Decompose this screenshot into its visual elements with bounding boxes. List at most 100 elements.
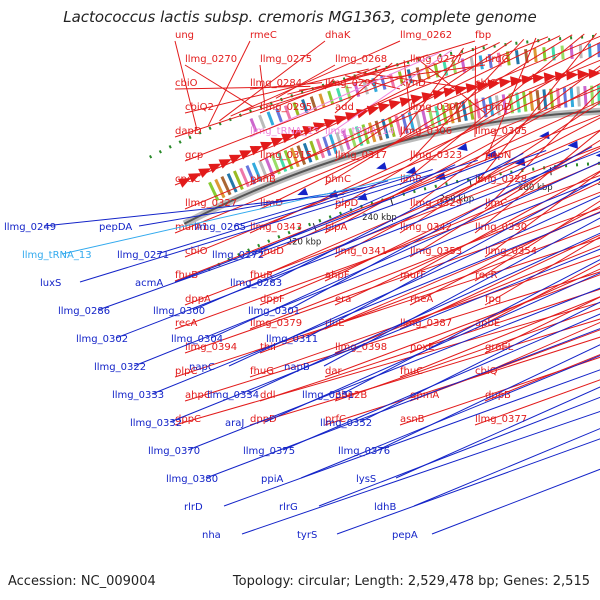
forward-label-leader [324,34,573,186]
feature-band-segment [421,108,429,130]
forward-gene-label: cbiO [185,246,208,257]
forward-gene-arrow [388,99,402,110]
forward-label-leader [184,87,600,258]
forward-label-leader [474,32,597,186]
outer-band-segment [249,118,258,133]
outer-band-segment [533,48,538,63]
reverse-label-leader [133,178,600,367]
forward-gene-label: ung [175,30,194,41]
reverse-gene-label: llmg_0249 [4,222,56,233]
outer-band-segment [505,51,511,66]
forward-gene-label: llmg_0353 [410,246,462,257]
forward-gene-arrow [260,141,274,152]
forward-label-leader [174,59,600,234]
feature-band-segment [341,130,351,151]
reverse-gene-label: llmg_0286 [58,306,110,317]
forward-gene-label: llmg_0342 [400,222,452,233]
forward-label-leader [249,69,600,234]
feature-band-segment [309,140,319,161]
forward-gene-label: cpdC [175,174,200,185]
reverse-label-leader [151,211,600,395]
reverse-label-leader [97,150,547,311]
reverse-label-leader [192,147,570,311]
feature-band-segment [348,128,358,149]
feature-band-segment [220,175,232,196]
reverse-gene-label: llmg_0300 [153,306,205,317]
reverse-label-leader [174,156,501,283]
feature-band-segment [368,122,377,143]
reverse-gene-label: llmg_0301 [248,306,300,317]
forward-gene-label: llmg_0317 [335,150,387,161]
forward-label-leader [184,145,600,306]
forward-gene-arrow [239,150,253,160]
forward-gene-label: llmg_0290 [325,78,377,89]
reverse-label-leader [228,195,600,367]
forward-gene-arrow [377,102,391,113]
forward-gene-label: llmg_tRNA_14 [325,126,395,137]
forward-gene-label: llmg_0398 [335,342,387,353]
forward-gene-label: prfC [325,414,346,425]
reverse-gene-label: araJ [225,418,244,429]
outer-band-segment [301,99,309,114]
genome-summary: Topology: circular; Length: 2,529,478 bp… [232,574,590,589]
reverse-label-leader [336,438,600,535]
reverse-gene-label: llmg_0265 [194,222,246,233]
reverse-gene-label: llmg_0375 [243,446,295,457]
forward-label-leader [474,200,600,282]
forward-gene-label: llmg_0277 [410,54,462,65]
forward-gene-arrow [270,137,284,148]
forward-gene-label: llmg_0377 [475,414,527,425]
forward-label-leader [259,288,600,402]
forward-gene-arrow [366,105,380,116]
reverse-gene-arrow [376,162,387,170]
forward-label-leader [484,37,537,162]
forward-label-leader [259,100,600,258]
forward-gene-arrow [577,69,590,80]
forward-label-leader [409,65,600,210]
outer-band-segment [587,43,592,58]
outer-band-segment [283,105,292,120]
forward-gene-label: xynD [400,78,426,89]
forward-gene-label: llmg_0343 [250,222,302,233]
feature-band-segment [283,149,294,170]
forward-label-leader [259,225,600,354]
forward-gene-label: llmg_0354 [485,246,537,257]
forward-gene-label: plpA [325,222,347,233]
feature-band-segment [549,88,555,109]
feature-band-segment [542,89,548,110]
forward-gene-label: murF [400,270,426,281]
accession-label: Accession: NC_009004 [8,574,156,589]
reverse-gene-arrow [405,166,417,175]
forward-label-leader [334,245,600,354]
feature-band-segment [226,173,238,193]
reverse-gene-label: llmg_0271 [117,250,169,261]
forward-label-leader [484,354,600,402]
reverse-gene-label: llmg_0311 [266,334,318,345]
forward-label-leader [184,68,369,114]
forward-label-leader [399,33,585,186]
forward-label-leader [174,174,600,330]
outer-band-segment [362,80,369,95]
reverse-gene-label: llmg_0334 [207,390,259,401]
reverse-gene-label: llmg_0352 [320,418,372,429]
forward-gene-label: fbp [475,30,491,41]
forward-label-leader [174,36,549,186]
reverse-label-leader [323,217,600,367]
forward-label-leader [249,191,600,330]
outer-band-segment [406,69,413,84]
forward-gene-label: llmg_0275 [260,54,312,65]
reverse-gene-label: llmg_tRNA_13 [22,250,92,261]
forward-label-leader [399,47,465,138]
reverse-gene-label: llmg_0332 [130,418,182,429]
feature-band-segment [590,85,595,106]
outer-band-segment [478,55,484,70]
forward-gene-arrow [521,74,534,85]
reverse-gene-label: llmg_0376 [338,446,390,457]
feature-band-segment [583,85,588,107]
forward-label-leader [184,43,488,162]
reverse-label-leader [246,232,600,395]
feature-band-segment [387,116,396,138]
feature-band-segment [328,134,338,155]
forward-label-leader [324,274,600,378]
